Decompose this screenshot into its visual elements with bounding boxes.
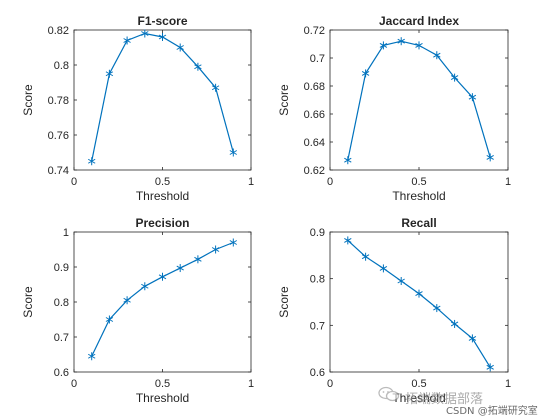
data-point	[361, 69, 370, 78]
axes-box	[73, 231, 252, 373]
y-tick-label: 0.74	[48, 165, 69, 177]
y-tick-label: 0.62	[304, 165, 325, 177]
watermark-sub: CSDN @拓端研究室	[446, 406, 538, 417]
data-point	[450, 319, 459, 328]
data-point	[486, 363, 494, 372]
x-tick-label: 1	[505, 176, 511, 188]
x-tick-label: 1	[248, 176, 254, 188]
y-tick-label: 0.7	[310, 53, 325, 65]
wechat-icon	[378, 386, 400, 402]
data-point	[397, 277, 405, 285]
data-point	[211, 245, 220, 254]
y-axis-label: Score	[21, 84, 35, 116]
data-point	[87, 352, 96, 361]
data-point	[141, 29, 149, 38]
data-point	[176, 43, 184, 52]
y-tick-label: 0.9	[310, 227, 325, 239]
x-tick-label: 0	[71, 176, 77, 188]
x-axis-label: Threshold	[136, 189, 189, 203]
y-tick-label: 0.7	[54, 332, 69, 344]
y-tick-label: 0.8	[310, 274, 325, 286]
y-tick-label: 0.82	[48, 25, 69, 37]
data-point	[433, 51, 441, 60]
data-point	[433, 304, 441, 313]
y-tick-label: 0.68	[304, 81, 325, 93]
chart-panel-3: 0 0.5 1 0.6 0.7 0.8 0.9 1 Precision Threshold Scor…	[21, 216, 254, 405]
data-point	[158, 272, 167, 281]
data-point	[176, 264, 184, 273]
chart-title: Precision	[135, 216, 189, 230]
data-point	[450, 73, 459, 82]
data-point	[105, 69, 114, 78]
x-axis-label: Threshold	[392, 189, 445, 203]
y-tick-label: 0.66	[304, 109, 325, 121]
x-tick-label: 1	[505, 378, 511, 390]
y-tick-label: 0.76	[48, 130, 69, 142]
data-point	[379, 264, 388, 273]
watermark-text: 拓端数据部落	[405, 392, 484, 407]
y-tick-label: 0.9	[54, 262, 69, 274]
y-axis-label: Score	[277, 84, 291, 116]
chart-title: Jaccard Index	[379, 14, 459, 28]
y-axis-label: Score	[277, 286, 291, 318]
data-point	[344, 156, 352, 165]
x-axis-label: Threshold	[136, 391, 189, 405]
data-point	[379, 41, 388, 50]
data-point	[468, 334, 477, 343]
x-tick-label: 0.5	[155, 176, 170, 188]
data-point	[468, 93, 477, 102]
axes-box	[73, 29, 252, 171]
data-point	[415, 289, 423, 298]
axes-box	[329, 29, 509, 171]
data-point	[105, 315, 114, 324]
x-tick-label: 0.5	[411, 176, 426, 188]
data-point	[194, 62, 202, 71]
chart-title: F1-score	[137, 14, 187, 28]
data-point	[123, 36, 131, 45]
y-tick-label: 0.6	[310, 367, 325, 379]
data-point	[194, 255, 202, 264]
y-tick-label: 0.6	[54, 367, 69, 379]
data-point	[158, 33, 167, 41]
y-tick-label: 0.8	[54, 60, 69, 72]
x-tick-label: 0.5	[155, 378, 170, 390]
chart-panel-2: 0 0.5 1 0.62 0.64 0.66 0.68 0.7 0.72 Jaccard Inde…	[277, 14, 511, 203]
y-tick-label: 0.64	[304, 137, 325, 149]
y-tick-label: 0.8	[54, 297, 69, 309]
y-tick-label: 1	[63, 227, 69, 239]
data-point	[361, 252, 370, 261]
y-tick-label: 0.72	[304, 25, 325, 37]
data-point	[211, 83, 220, 92]
x-tick-label: 0	[327, 378, 333, 390]
data-point	[344, 236, 352, 245]
y-axis-label: Score	[21, 286, 35, 318]
data-point	[397, 37, 405, 46]
x-tick-label: 0	[327, 176, 333, 188]
data-point	[123, 296, 131, 305]
chart-panel-4: 0 0.5 1 0.6 0.7 0.8 0.9 Recall Threshold Score	[277, 216, 511, 405]
x-tick-label: 0	[71, 378, 77, 390]
data-point	[87, 157, 96, 166]
x-axis-label: Threshold	[392, 391, 445, 405]
chart-title: Recall	[401, 216, 436, 230]
axes-box	[329, 231, 509, 373]
y-tick-label: 0.78	[48, 95, 69, 107]
data-point	[141, 282, 149, 291]
data-point	[229, 148, 238, 157]
data-point	[415, 41, 423, 50]
data-point	[229, 238, 238, 247]
x-tick-label: 0.5	[411, 378, 426, 390]
data-point	[486, 153, 494, 162]
x-tick-label: 1	[248, 378, 254, 390]
y-tick-label: 0.7	[310, 320, 325, 332]
chart-panel-1: 0 0.5 1 0.74 0.76 0.78 0.8 0.82 F1-score Threshol…	[21, 14, 254, 203]
